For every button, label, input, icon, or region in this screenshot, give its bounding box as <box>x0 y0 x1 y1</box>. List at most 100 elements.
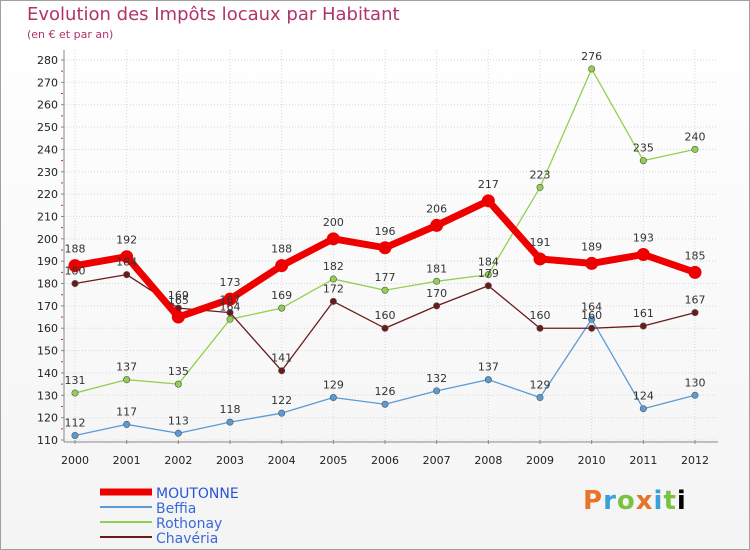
data-point-rothonay <box>123 376 131 384</box>
data-point-moutonne <box>430 218 444 232</box>
chart-subtitle: (en € et par an) <box>27 28 114 41</box>
y-tick-label: 200 <box>37 233 58 246</box>
x-tick-label: 2003 <box>216 454 244 467</box>
data-label-moutonne: 173 <box>220 276 241 289</box>
data-label-beffia: 118 <box>220 403 241 416</box>
data-label-moutonne: 196 <box>375 225 396 238</box>
data-label-chaveria: 172 <box>323 282 344 295</box>
x-tick-label: 2008 <box>474 454 502 467</box>
y-tick-label: 230 <box>37 166 58 179</box>
data-label-chaveria: 169 <box>168 289 189 302</box>
x-tick-label: 2006 <box>371 454 399 467</box>
y-tick-label: 220 <box>37 188 58 201</box>
data-point-moutonne <box>533 252 547 266</box>
x-tick-label: 2007 <box>423 454 451 467</box>
data-label-rothonay: 131 <box>65 374 86 387</box>
data-point-beffia <box>381 400 389 408</box>
data-label-rothonay: 177 <box>375 271 396 284</box>
data-label-chaveria: 167 <box>685 294 706 307</box>
y-tick-label: 210 <box>37 210 58 223</box>
data-point-moutonne <box>223 292 237 306</box>
y-tick-label: 110 <box>37 434 58 447</box>
data-point-moutonne <box>275 259 289 273</box>
data-label-beffia: 130 <box>685 376 706 389</box>
x-tick-label: 2010 <box>578 454 606 467</box>
data-label-rothonay: 169 <box>271 289 292 302</box>
data-label-beffia: 126 <box>375 385 396 398</box>
y-tick-label: 240 <box>37 143 58 156</box>
data-label-beffia: 112 <box>65 417 86 430</box>
data-label-beffia: 129 <box>323 379 344 392</box>
data-point-rothonay <box>174 380 182 388</box>
data-point-beffia <box>71 432 79 440</box>
data-point-beffia <box>278 409 286 417</box>
data-label-moutonne: 185 <box>685 249 706 262</box>
data-label-chaveria: 161 <box>633 307 654 320</box>
data-label-rothonay: 223 <box>530 168 551 181</box>
data-point-moutonne <box>585 256 599 270</box>
data-point-rothonay <box>484 271 492 279</box>
data-label-rothonay: 235 <box>633 142 654 155</box>
data-point-rothonay <box>433 277 441 285</box>
data-label-moutonne: 193 <box>633 231 654 244</box>
data-point-beffia <box>588 315 596 323</box>
data-label-chaveria: 141 <box>271 352 292 365</box>
y-tick-label: 270 <box>37 76 58 89</box>
data-label-beffia: 113 <box>168 414 189 427</box>
data-point-beffia <box>174 429 182 437</box>
data-label-rothonay: 164 <box>220 300 241 313</box>
data-label-beffia: 122 <box>271 394 292 407</box>
y-tick-label: 160 <box>37 322 58 335</box>
data-point-beffia <box>433 387 441 395</box>
x-tick-label: 2002 <box>164 454 192 467</box>
data-point-rothonay <box>381 286 389 294</box>
data-label-beffia: 132 <box>426 372 447 385</box>
data-point-beffia <box>123 420 131 428</box>
y-tick-label: 170 <box>37 300 58 313</box>
data-label-rothonay: 137 <box>116 361 137 374</box>
x-tick-label: 2004 <box>268 454 296 467</box>
brand-logo: Proxiti <box>583 486 687 516</box>
data-point-rothonay <box>588 65 596 73</box>
legend-label-beffia: Beffia <box>156 501 196 517</box>
data-label-rothonay: 240 <box>685 130 706 143</box>
legend-label-chaveria: Chavéria <box>156 531 218 547</box>
data-label-rothonay: 181 <box>426 262 447 275</box>
data-point-moutonne <box>326 232 340 246</box>
y-tick-label: 120 <box>37 412 58 425</box>
data-point-moutonne <box>120 250 134 264</box>
data-point-rothonay <box>639 157 647 165</box>
data-label-chaveria: 184 <box>116 256 137 269</box>
y-tick-label: 140 <box>37 367 58 380</box>
data-point-moutonne <box>378 241 392 255</box>
data-label-beffia: 129 <box>530 379 551 392</box>
data-label-chaveria: 160 <box>375 309 396 322</box>
data-point-chaveria <box>71 280 79 288</box>
data-label-rothonay: 135 <box>168 365 189 378</box>
data-point-rothonay <box>691 145 699 153</box>
data-point-moutonne <box>688 265 702 279</box>
data-point-rothonay <box>329 275 337 283</box>
data-point-beffia <box>226 418 234 426</box>
x-tick-label: 2000 <box>61 454 89 467</box>
data-point-beffia <box>329 394 337 402</box>
y-tick-label: 250 <box>37 121 58 134</box>
data-point-chaveria <box>123 271 131 279</box>
chart-title: Evolution des Impôts locaux par Habitant <box>27 4 400 25</box>
legend-label-rothonay: Rothonay <box>156 516 222 532</box>
data-label-beffia: 124 <box>633 390 654 403</box>
x-tick-label: 2001 <box>113 454 141 467</box>
data-label-chaveria: 167 <box>220 294 241 307</box>
data-label-moutonne: 188 <box>65 243 86 256</box>
data-label-chaveria: 170 <box>426 287 447 300</box>
y-tick-label: 280 <box>37 54 58 67</box>
data-label-rothonay: 182 <box>323 260 344 273</box>
data-point-chaveria <box>278 367 286 375</box>
x-tick-label: 2009 <box>526 454 554 467</box>
data-point-beffia <box>536 394 544 402</box>
data-point-chaveria <box>381 324 389 332</box>
data-label-moutonne: 189 <box>581 240 602 253</box>
data-point-rothonay <box>536 183 544 191</box>
data-label-moutonne: 206 <box>426 202 447 215</box>
data-point-rothonay <box>71 389 79 397</box>
